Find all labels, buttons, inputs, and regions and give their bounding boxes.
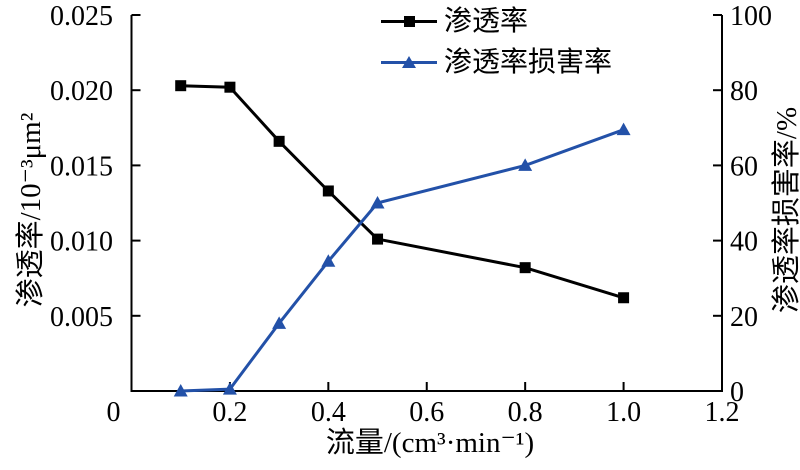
permeability-data-point xyxy=(618,292,630,304)
triangle-marker-icon xyxy=(402,56,416,68)
y-right-tick-label: 20 xyxy=(730,302,758,333)
permeability-series-line xyxy=(180,84,625,300)
y-right-tick-label: 60 xyxy=(730,151,758,182)
permeability-line-sample xyxy=(381,14,437,29)
y-right-tick-label: 40 xyxy=(730,227,758,258)
y-right-tick-label: 0 xyxy=(730,377,744,408)
damage-rate-data-point xyxy=(173,384,188,397)
y-left-tick-label: 0.005 xyxy=(50,302,113,333)
permeability-data-point xyxy=(322,185,334,197)
damage-rate-data-point xyxy=(272,316,287,329)
x-tick-label: 0.2 xyxy=(212,397,247,428)
y-left-tick-label: 0.010 xyxy=(50,227,113,258)
legend-item-permeability: 渗透率 xyxy=(381,1,612,42)
permeability-data-point xyxy=(273,135,285,147)
series-layer xyxy=(173,80,631,397)
y-right-tick-label: 80 xyxy=(730,76,758,107)
damage-rate-series-line xyxy=(180,128,625,393)
damage-rate-data-point xyxy=(370,196,385,209)
legend-label-damage-rate: 渗透率损害率 xyxy=(444,47,613,78)
legend: 渗透率 渗透率损害率 xyxy=(381,1,612,83)
damage-rate-data-point xyxy=(518,158,533,171)
damage-rate-line-sample xyxy=(381,55,437,70)
x-tick-label: 1.2 xyxy=(705,397,740,428)
damage-rate-data-point xyxy=(616,122,631,136)
square-marker-icon xyxy=(404,16,415,27)
y-left-tick-label: 0.015 xyxy=(50,151,113,182)
y-right-tick-label: 100 xyxy=(730,1,772,32)
legend-label-permeability: 渗透率 xyxy=(444,6,529,37)
x-axis-title: 流量/(cm³·min⁻¹) xyxy=(326,426,534,459)
damage-rate-data-point xyxy=(321,254,336,267)
y-left-axis-title: 渗透率/10⁻³μm² xyxy=(14,112,47,307)
permeability-data-point xyxy=(519,262,531,274)
x-tick-label: 0.8 xyxy=(508,397,543,428)
y-left-tick-label: 0.020 xyxy=(50,76,113,107)
y-right-axis-title: 渗透率损害率/% xyxy=(770,107,800,313)
permeability-data-point xyxy=(224,81,236,93)
y-left-tick-label: 0.025 xyxy=(50,1,113,32)
axes-layer: 0 0.2 0.4 0.6 0.8 1.0 1.2 0.005 0.010 0.015 0.020 0… xyxy=(50,1,772,428)
x-tick-label: 0.4 xyxy=(311,397,346,428)
permeability-data-point xyxy=(175,80,187,92)
damage-rate-data-point xyxy=(222,382,237,395)
x-tick-label: 0.6 xyxy=(409,397,444,428)
legend-item-damage-rate: 渗透率损害率 xyxy=(381,42,612,83)
x-tick-label: 0 xyxy=(107,397,121,428)
x-tick-label: 1.0 xyxy=(606,397,641,428)
permeability-data-point xyxy=(372,233,384,245)
